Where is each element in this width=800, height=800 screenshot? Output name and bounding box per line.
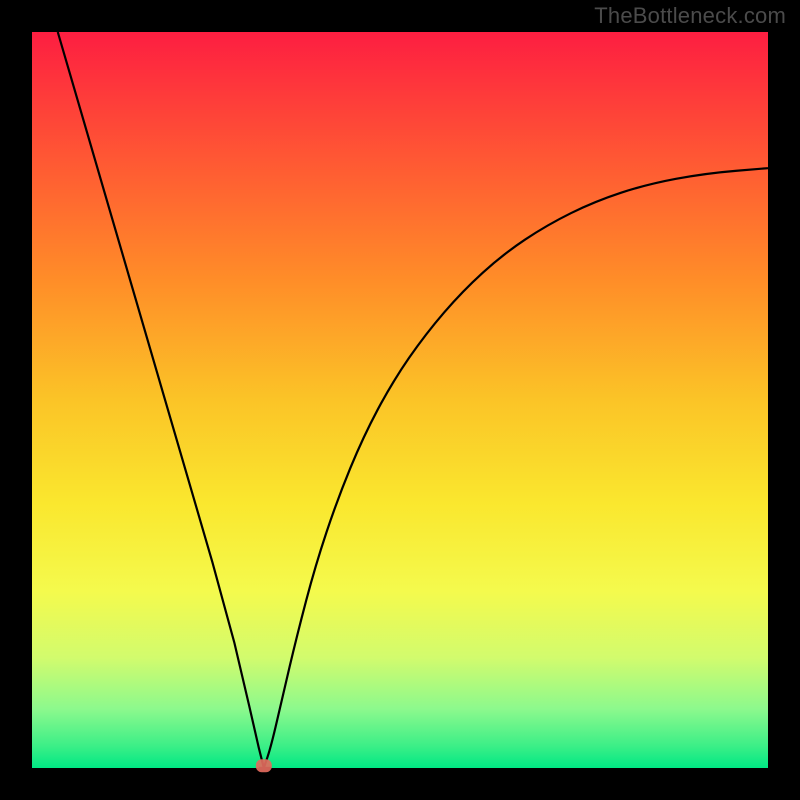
watermark-text: TheBottleneck.com [594, 3, 786, 29]
figure-root: TheBottleneck.com [0, 0, 800, 800]
trough-marker [256, 759, 272, 772]
plot-background [32, 32, 768, 768]
chart-svg [0, 0, 800, 800]
